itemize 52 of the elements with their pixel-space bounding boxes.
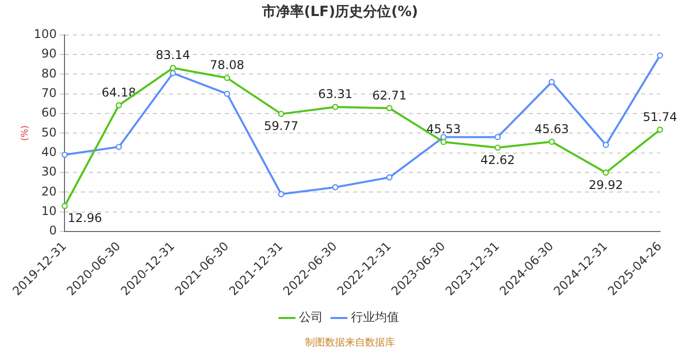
point [62,152,68,158]
y-tick-label: 50 [41,125,57,140]
point [278,110,284,118]
point [656,126,664,133]
point [278,191,284,198]
chart-title: 市净率(LF)历史分位(%) [260,3,418,20]
data-label: 51.74 [642,110,678,124]
point [62,202,68,210]
data-label: 59.77 [264,119,298,134]
point [332,184,338,190]
point [602,170,609,176]
data-label: 83.14 [156,48,190,62]
y-tick-label: 30 [41,164,57,179]
text: 制图数据来自数据库 [305,336,395,349]
data-label: 45.63 [534,122,569,136]
point [548,138,555,145]
data-label: 64.18 [102,85,136,100]
data-label: 12.96 [68,211,102,226]
point [494,134,501,140]
y-tick-label: 0 [49,224,57,238]
legend-label: 行业均值 [351,310,399,324]
y-tick-label: 80 [41,66,57,80]
y-axis-title: (%) [20,125,31,141]
data-label: 62.71 [372,88,407,102]
point [440,134,447,140]
y-tick-label: 60 [41,106,57,120]
legend-label: 公司 [299,310,323,324]
point [116,144,122,150]
point [224,74,230,82]
point [656,52,664,59]
data-label: 63.31 [318,87,352,102]
y-tick-label: 100 [34,26,57,41]
point [494,144,501,151]
data-label: 78.08 [210,58,244,72]
point [602,142,609,148]
point [170,70,176,76]
y-tick-label: 20 [41,184,57,198]
point [386,105,393,112]
data-label: 29.92 [588,178,624,192]
point [386,174,393,181]
y-tick-label: 70 [41,86,57,100]
point [440,138,447,146]
point [170,64,176,72]
point [116,102,122,108]
y-tick-label: 40 [41,144,57,159]
data-label: 42.62 [480,152,515,167]
y-tick-label: 10 [41,204,57,218]
point [332,104,338,110]
point [224,90,230,97]
y-tick-label: 90 [41,46,57,61]
point [548,78,555,86]
data-label: 45.53 [426,122,461,136]
